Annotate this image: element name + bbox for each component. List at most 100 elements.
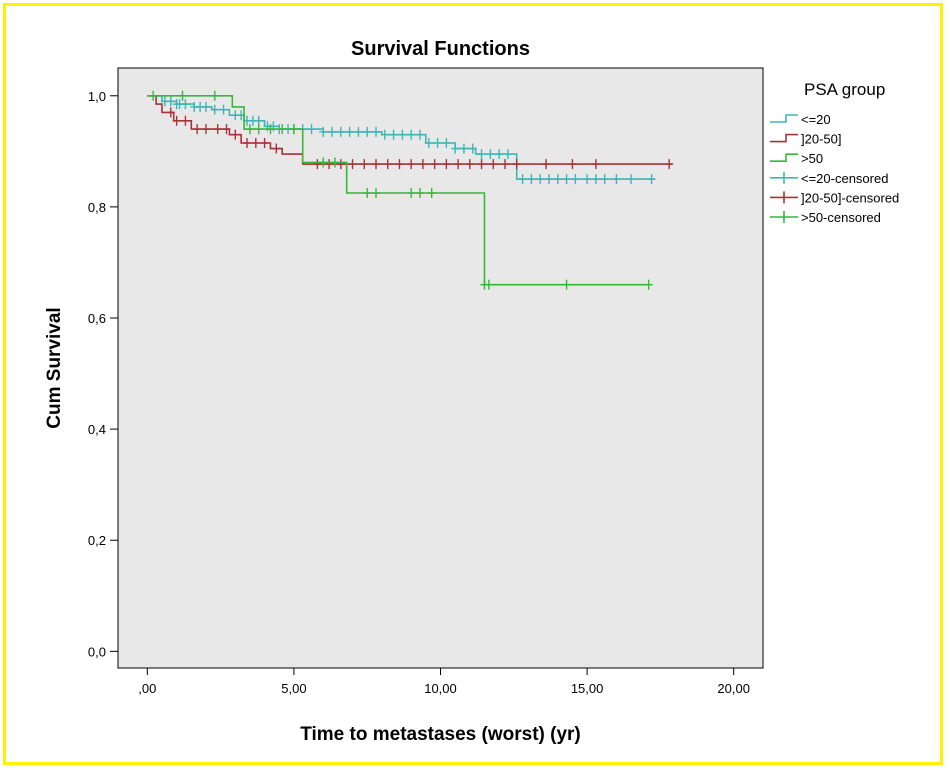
censor-mark [562, 279, 571, 290]
plot-area [117, 67, 764, 669]
censor-mark [468, 143, 477, 154]
censor-mark [372, 159, 380, 170]
censor-mark [210, 104, 219, 115]
censor-mark [553, 174, 562, 185]
censor-mark [583, 174, 592, 185]
legend-item: >50-censored [770, 210, 881, 225]
censor-mark [245, 124, 254, 135]
censor-mark [213, 124, 222, 135]
censor-mark [172, 115, 181, 126]
censor-mark [465, 159, 474, 170]
censor-mark [231, 129, 240, 140]
legend-label: ]20-50] [801, 132, 841, 147]
censor-mark [325, 159, 334, 170]
censor-mark [330, 157, 339, 168]
censor-mark [484, 279, 493, 290]
x-tick-label: 10,00 [424, 681, 457, 696]
censor-mark [512, 159, 521, 170]
censor-mark [501, 159, 509, 170]
censor-mark [178, 90, 187, 101]
legend-item: ]20-50]-censored [770, 190, 899, 205]
censor-mark [181, 115, 190, 126]
chart-title: Survival Functions [351, 38, 530, 60]
censor-mark [201, 124, 210, 135]
series-0 [147, 94, 656, 185]
x-tick-label: 20,00 [717, 681, 750, 696]
censor-mark [363, 126, 372, 137]
censor-mark [380, 129, 389, 140]
censor-mark [243, 138, 251, 148]
x-axis-title: Time to metastases (worst) (yr) [300, 724, 581, 745]
censor-mark [454, 159, 463, 170]
censor-mark [149, 90, 158, 101]
legend-label: >50-censored [801, 210, 881, 225]
censor-mark [495, 149, 504, 160]
censor-mark [415, 129, 424, 140]
censor-mark [627, 174, 636, 185]
censor-mark [336, 159, 345, 170]
censor-mark [260, 138, 269, 148]
y-axis: 0,0 0,2 0,4 0,6 0,8 1,0 [88, 89, 118, 659]
legend-label: <=20 [801, 112, 831, 127]
censor-mark [254, 124, 263, 135]
legend: PSA group <=20]20-50] >50 <=20-censored]20… [770, 80, 899, 225]
censor-mark [424, 138, 433, 148]
censor-mark [313, 159, 322, 170]
censor-mark [360, 159, 369, 170]
censor-mark [665, 159, 674, 170]
censor-mark [319, 157, 328, 168]
censor-mark [166, 96, 175, 107]
censor-mark [193, 124, 202, 135]
censor-mark [486, 149, 495, 160]
censor-mark [328, 126, 337, 137]
censor-mark [562, 174, 571, 185]
series-1 [147, 94, 674, 170]
censor-mark [644, 279, 653, 290]
legend-item: >50 [770, 151, 823, 166]
censor-mark [289, 124, 298, 135]
survival-line [147, 94, 649, 286]
censor-mark [166, 107, 175, 118]
y-tick-label: 1,0 [88, 89, 106, 104]
y-tick-label: 0,8 [88, 200, 106, 215]
legend-swatch-line [770, 133, 798, 143]
y-axis-title: Cum Survival [44, 307, 65, 428]
survival-line [147, 94, 673, 165]
legend-swatch-line [770, 153, 798, 162]
censor-mark [222, 124, 231, 135]
x-tick-label: 5,00 [281, 681, 306, 696]
censor-mark [278, 124, 287, 135]
censor-mark [430, 159, 439, 170]
censor-mark [542, 159, 551, 170]
censor-mark [307, 124, 316, 135]
series-layer [147, 90, 674, 290]
censor-mark [600, 174, 609, 185]
y-tick-label: 0,2 [88, 533, 106, 548]
censor-mark [398, 129, 407, 140]
y-tick-label: 0,6 [88, 311, 106, 326]
y-tick-label: 0,0 [88, 644, 106, 659]
censor-mark [536, 174, 545, 185]
series-2 [147, 90, 653, 290]
censor-mark [407, 159, 416, 170]
censor-mark [442, 138, 451, 148]
censor-mark [272, 143, 281, 154]
legend-swatch-line [770, 114, 798, 123]
censor-mark [389, 129, 398, 140]
censor-mark [427, 188, 436, 198]
censor-mark [571, 174, 580, 185]
censor-mark [201, 101, 210, 112]
censor-mark [433, 138, 442, 148]
legend-label: >50 [801, 151, 823, 166]
censor-mark [363, 188, 372, 198]
censor-mark [647, 174, 656, 185]
censor-mark [348, 159, 357, 170]
censor-mark [336, 126, 345, 137]
censor-mark [527, 174, 536, 185]
censor-mark [354, 126, 363, 137]
censor-mark [372, 188, 380, 198]
censor-mark [372, 126, 380, 137]
censor-mark [451, 143, 460, 154]
legend-label: <=20-censored [801, 171, 888, 186]
